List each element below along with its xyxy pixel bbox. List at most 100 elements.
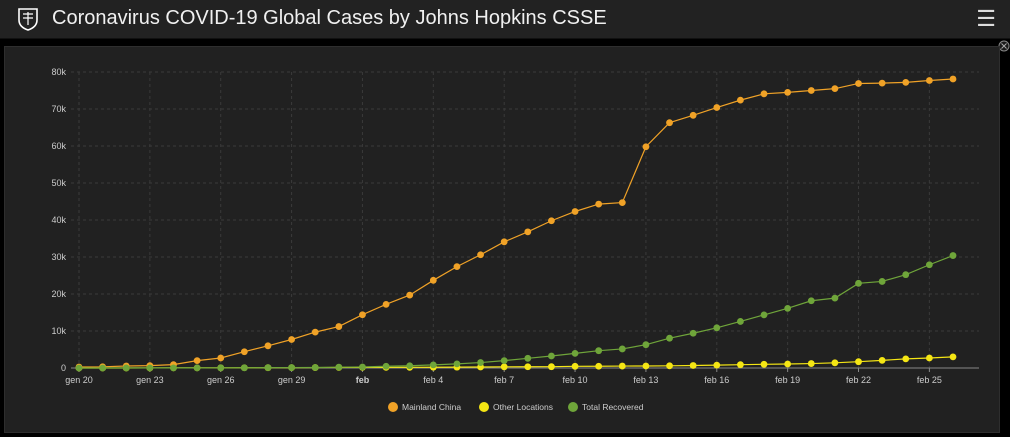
data-point[interactable] [335, 323, 343, 330]
data-point[interactable] [737, 318, 744, 325]
data-point[interactable] [288, 336, 295, 343]
data-point[interactable] [571, 208, 579, 215]
data-point[interactable] [170, 364, 177, 372]
data-point[interactable] [618, 199, 626, 207]
data-point[interactable] [75, 364, 83, 372]
legend-marker[interactable] [568, 402, 578, 412]
data-point[interactable] [713, 324, 721, 332]
data-point[interactable] [406, 291, 414, 299]
data-point[interactable] [713, 104, 721, 111]
data-point[interactable] [784, 304, 792, 312]
data-point[interactable] [760, 90, 768, 98]
legend-marker[interactable] [479, 402, 489, 412]
data-point[interactable] [737, 361, 744, 369]
data-point[interactable] [618, 362, 626, 370]
data-point[interactable] [548, 352, 555, 360]
data-point[interactable] [217, 354, 225, 362]
data-point[interactable] [311, 364, 319, 371]
data-point[interactable] [925, 77, 933, 84]
jhu-shield-icon [18, 8, 38, 31]
data-point[interactable] [240, 364, 248, 372]
data-point[interactable] [146, 364, 154, 372]
data-point[interactable] [689, 362, 697, 369]
hamburger-icon[interactable]: ☰ [976, 6, 996, 31]
data-point[interactable] [217, 364, 225, 372]
data-point[interactable] [878, 278, 886, 285]
data-point[interactable] [831, 85, 839, 93]
data-point[interactable] [524, 354, 532, 362]
data-point[interactable] [642, 362, 650, 370]
data-point[interactable] [524, 228, 532, 236]
data-point[interactable] [666, 119, 673, 127]
data-point[interactable] [642, 143, 650, 151]
legend-label[interactable]: Total Recovered [582, 402, 644, 412]
data-point[interactable] [807, 297, 815, 305]
data-point[interactable] [571, 349, 579, 357]
data-point[interactable] [359, 311, 366, 319]
data-point[interactable] [878, 79, 886, 87]
data-point[interactable] [902, 355, 910, 363]
y-tick-label: 40k [51, 215, 66, 225]
data-point[interactable] [760, 311, 768, 319]
data-point[interactable] [666, 334, 673, 342]
data-point[interactable] [784, 88, 792, 96]
data-point[interactable] [689, 111, 697, 119]
data-point[interactable] [429, 276, 437, 284]
data-point[interactable] [831, 294, 839, 302]
data-point[interactable] [595, 200, 603, 208]
data-point[interactable] [500, 238, 508, 246]
legend-marker[interactable] [388, 402, 398, 412]
data-point[interactable] [311, 328, 319, 336]
data-point[interactable] [264, 342, 272, 350]
data-point[interactable] [618, 345, 626, 353]
data-point[interactable] [642, 341, 650, 349]
data-point[interactable] [784, 360, 792, 368]
data-point[interactable] [855, 80, 862, 87]
data-point[interactable] [548, 217, 555, 225]
data-point[interactable] [524, 363, 532, 371]
data-point[interactable] [477, 359, 484, 366]
legend-label[interactable]: Other Locations [493, 402, 553, 412]
data-point[interactable] [666, 362, 673, 370]
data-point[interactable] [949, 252, 957, 259]
data-point[interactable] [477, 251, 484, 259]
data-point[interactable] [500, 363, 508, 371]
data-point[interactable] [548, 363, 555, 371]
data-point[interactable] [925, 261, 933, 269]
data-point[interactable] [902, 271, 910, 279]
data-point[interactable] [193, 357, 201, 364]
data-point[interactable] [500, 357, 508, 365]
data-point[interactable] [406, 362, 414, 370]
data-point[interactable] [949, 353, 957, 361]
data-point[interactable] [595, 362, 603, 370]
data-point[interactable] [453, 263, 461, 271]
data-point[interactable] [855, 358, 862, 366]
data-point[interactable] [382, 300, 390, 308]
data-point[interactable] [193, 364, 201, 372]
data-point[interactable] [949, 75, 957, 83]
data-point[interactable] [99, 364, 107, 372]
data-point[interactable] [925, 354, 933, 362]
data-point[interactable] [807, 360, 815, 367]
data-point[interactable] [240, 348, 248, 356]
data-point[interactable] [335, 363, 343, 371]
legend-label[interactable]: Mainland China [402, 402, 461, 412]
data-point[interactable] [453, 360, 461, 368]
data-point[interactable] [760, 360, 768, 368]
data-point[interactable] [831, 359, 839, 367]
data-point[interactable] [288, 364, 295, 371]
data-point[interactable] [902, 78, 910, 86]
data-point[interactable] [878, 356, 886, 364]
data-point[interactable] [737, 96, 744, 104]
data-point[interactable] [713, 361, 721, 369]
data-point[interactable] [571, 362, 579, 370]
data-point[interactable] [855, 279, 862, 287]
data-point[interactable] [595, 347, 603, 355]
data-point[interactable] [359, 363, 366, 371]
data-point[interactable] [689, 329, 697, 337]
data-point[interactable] [264, 364, 272, 372]
data-point[interactable] [122, 364, 130, 372]
data-point[interactable] [807, 87, 815, 94]
data-point[interactable] [429, 361, 437, 369]
data-point[interactable] [382, 362, 390, 370]
